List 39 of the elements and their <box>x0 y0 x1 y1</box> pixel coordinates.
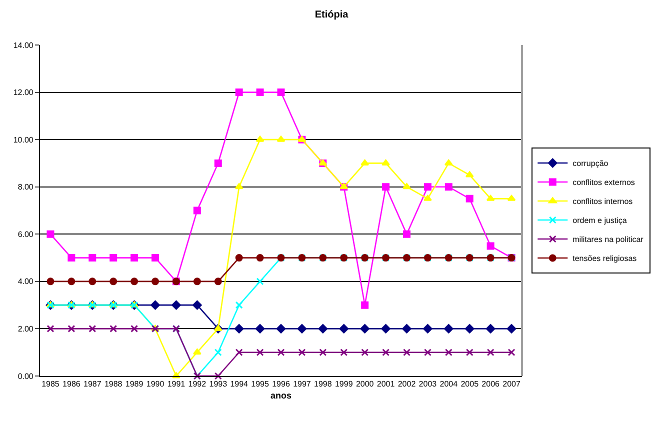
y-tick-label: 8.00 <box>18 182 34 192</box>
x-tick-label: 2002 <box>398 380 416 389</box>
legend-label: conflitos internos <box>572 197 633 206</box>
y-tick-label: 10.00 <box>13 135 34 144</box>
legend-label: militares na politicar <box>572 235 644 244</box>
x-tick-label: 1994 <box>230 380 249 389</box>
x-tick-label: 1987 <box>83 380 102 389</box>
x-tick-label: 1998 <box>314 380 332 389</box>
legend-label: ordem e justiça <box>572 216 628 226</box>
x-tick-label: 1988 <box>104 380 123 389</box>
x-axis-title: anos <box>270 390 292 400</box>
y-tick-label: 12.00 <box>13 88 34 98</box>
x-tick-label: 1985 <box>42 380 60 389</box>
x-tick-label: 1986 <box>62 380 81 389</box>
y-tick-label: 2.00 <box>18 324 34 334</box>
x-tick-label: 1992 <box>188 380 207 389</box>
x-tick-label: 1990 <box>146 380 165 389</box>
legend-label: conflitos externos <box>572 178 635 188</box>
legend-label: corrupção <box>572 159 609 168</box>
x-tick-label: 1997 <box>293 380 312 389</box>
x-tick-label: 2006 <box>482 380 500 389</box>
x-tick-label: 2004 <box>440 380 458 389</box>
x-tick-label: 1989 <box>125 380 144 389</box>
chart-title: Etiópia <box>314 10 349 21</box>
x-tick-label: 1996 <box>272 380 290 389</box>
y-tick-label: 14.00 <box>13 40 34 50</box>
x-tick-label: 1993 <box>209 380 228 389</box>
x-tick-label: 2005 <box>460 380 480 389</box>
y-tick-label: 6.00 <box>18 230 34 239</box>
x-tick-label: 1995 <box>251 380 270 389</box>
x-tick-label: 1991 <box>167 380 186 389</box>
y-tick-label: 0.00 <box>18 372 34 381</box>
x-tick-label: 2001 <box>376 380 396 389</box>
x-tick-label: 1999 <box>334 380 354 389</box>
legend-label: tensões religiosas <box>572 254 637 264</box>
y-tick-label: 4.00 <box>18 277 34 286</box>
x-tick-label: 2003 <box>418 380 438 389</box>
x-tick-label: 2000 <box>356 380 374 389</box>
x-tick-label: 2007 <box>502 380 521 389</box>
